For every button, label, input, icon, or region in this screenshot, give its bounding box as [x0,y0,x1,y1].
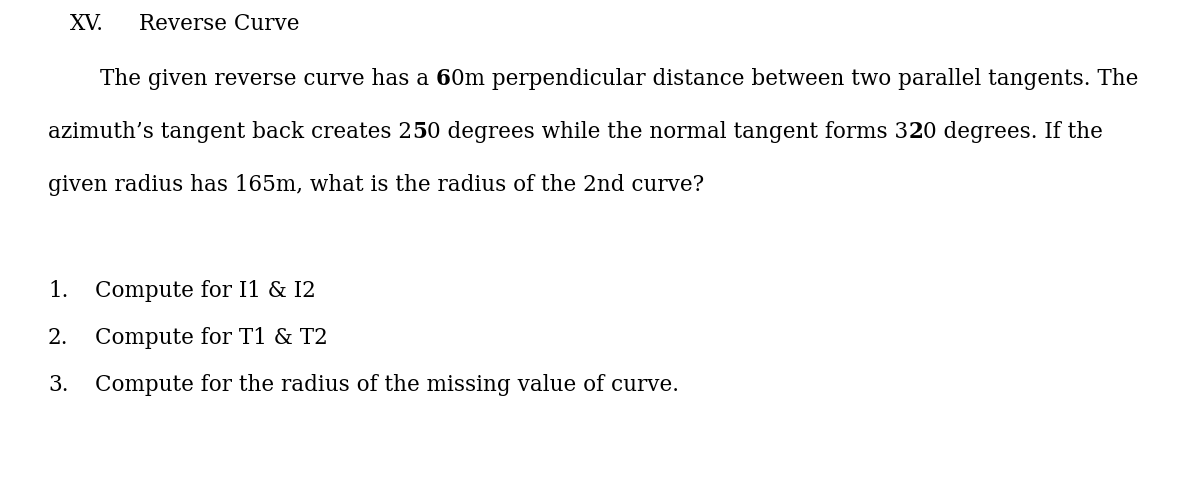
Text: 1.: 1. [48,280,68,302]
Text: 0 degrees. If the: 0 degrees. If the [923,121,1103,143]
Text: 0m perpendicular distance between two parallel tangents. The: 0m perpendicular distance between two pa… [451,68,1139,90]
Text: 0 degrees while the normal tangent forms 3: 0 degrees while the normal tangent forms… [427,121,908,143]
Text: 5: 5 [412,121,427,143]
Text: given radius has 165m, what is the radius of the 2nd curve?: given radius has 165m, what is the radiu… [48,174,704,196]
Text: azimuth’s tangent back creates 2: azimuth’s tangent back creates 2 [48,121,412,143]
Text: Reverse Curve: Reverse Curve [139,13,300,35]
Text: 3.: 3. [48,374,68,396]
Text: 2: 2 [908,121,923,143]
Text: 2.: 2. [48,327,68,349]
Text: XV.: XV. [70,13,104,35]
Text: 6: 6 [436,68,451,90]
Text: Compute for the radius of the missing value of curve.: Compute for the radius of the missing va… [95,374,679,396]
Text: Compute for T1 & T2: Compute for T1 & T2 [95,327,328,349]
Text: The given reverse curve has a: The given reverse curve has a [100,68,436,90]
Text: Compute for I1 & I2: Compute for I1 & I2 [95,280,316,302]
